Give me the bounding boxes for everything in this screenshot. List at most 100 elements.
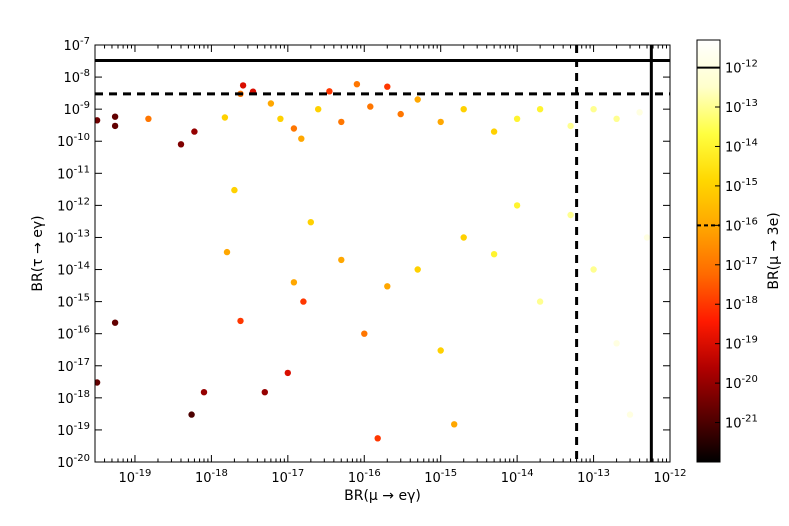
scatter-point-upper <box>145 115 152 123</box>
scatter-point-lower <box>490 251 498 258</box>
scatter-point-upper <box>191 128 198 135</box>
scatter-point-lower <box>261 389 268 396</box>
x-tick-label: 10-19 <box>119 468 152 486</box>
scatter-point-upper <box>267 100 275 107</box>
colorbar-tick-label: 10-14 <box>725 137 758 155</box>
scatter-point-upper <box>590 106 597 113</box>
scatter-point-lower <box>460 234 467 241</box>
colorbar-gradient <box>696 39 721 463</box>
y-tick-label: 10-16 <box>57 325 90 343</box>
y-tick-label: 10-12 <box>57 196 90 214</box>
colorbar-label: BR(μ → 3e) <box>766 212 782 289</box>
x-tick-label: 10-15 <box>424 468 457 486</box>
scatter-point-lower <box>643 234 651 241</box>
scatter-point-lower <box>626 411 634 418</box>
y-tick-label: 10-20 <box>57 453 90 471</box>
colorbar-tick-label: 10-18 <box>725 295 758 313</box>
y-tick-label: 10-19 <box>57 421 90 439</box>
scatter-point-upper <box>95 117 101 124</box>
y-tick-label: 10-18 <box>57 389 90 407</box>
x-axis-ticks: 10-19 10-18 10-17 10-16 10-15 10-14 10-13 10-12 <box>104 45 687 486</box>
y-axis-ticks: 10-20 10-19 10-18 10-17 10-16 10-15 10-14 10-13… <box>57 36 670 471</box>
scatter-point-lower <box>307 219 314 226</box>
scatter-point-upper <box>239 82 247 89</box>
scatter-point-upper <box>111 122 119 130</box>
y-tick-label: 10-9 <box>63 100 90 118</box>
scatter-point-upper <box>326 88 333 95</box>
scatter-point-lower <box>200 389 208 396</box>
reference-lines <box>95 45 670 462</box>
scatter-point-lower <box>361 330 368 337</box>
scatter-point-upper <box>177 141 185 148</box>
scatter-point-upper <box>277 115 284 123</box>
colorbar-tick-label: 10-17 <box>725 256 758 274</box>
scatter-point-lower <box>284 369 291 377</box>
scatter-point-lower <box>188 411 195 418</box>
x-tick-label: 10-13 <box>577 468 610 486</box>
scatter-point-upper <box>460 106 467 113</box>
y-tick-label: 10-13 <box>57 228 90 246</box>
scatter-point-upper <box>437 118 444 126</box>
scatter-point-upper <box>414 96 421 103</box>
scatter-point-upper <box>290 125 298 132</box>
scatter-point-upper <box>567 122 574 130</box>
scatter-point-lower <box>437 347 444 354</box>
scatter-point-upper <box>613 115 620 123</box>
scatter-point-upper <box>298 135 305 142</box>
scatter-point-lower <box>613 340 620 347</box>
scatter-point-upper <box>353 81 361 88</box>
y-tick-label: 10-17 <box>57 357 90 375</box>
scatter-point-lower <box>223 248 231 256</box>
scatter-point-upper <box>513 115 521 123</box>
scatter-point-upper <box>536 106 544 113</box>
colorbar: 10-21 10-20 10-19 10-18 10-17 10-16 10-15 10-14… <box>696 39 758 463</box>
scatter-point-lower <box>414 266 421 273</box>
x-tick-label: 10-18 <box>195 468 228 486</box>
scatter-point-lower <box>451 421 458 428</box>
scatter-point-lower <box>231 186 238 194</box>
plot-frame <box>94 44 671 463</box>
scatter-point-upper <box>111 113 119 120</box>
scatter-point-upper <box>367 103 374 110</box>
colorbar-tick-label: 10-12 <box>725 59 758 77</box>
y-tick-label: 10-10 <box>57 132 90 150</box>
scatter-point-lower <box>237 317 244 325</box>
scatter-point-upper <box>338 118 345 126</box>
y-tick-label: 10-15 <box>57 293 90 311</box>
scatter-point-lower <box>338 256 345 264</box>
y-tick-label: 10-8 <box>63 68 90 86</box>
x-tick-label: 10-12 <box>654 468 687 486</box>
y-tick-label: 10-14 <box>57 261 90 279</box>
scatter-point-lower <box>290 279 298 286</box>
scatter-point-lower <box>513 202 521 209</box>
scatter-point-lower <box>590 266 597 273</box>
scatter-point-upper <box>397 110 404 118</box>
scatter-point-lower <box>111 319 119 326</box>
scatter-points <box>95 81 651 442</box>
scatter-point-upper <box>221 114 229 121</box>
y-tick-label: 10-7 <box>63 36 90 54</box>
scatter-point-lower <box>300 298 307 305</box>
scatter-point-lower <box>374 435 381 442</box>
scatter-point-lower <box>536 298 544 305</box>
scatter-point-lower <box>567 211 574 219</box>
x-tick-label: 10-14 <box>501 468 534 486</box>
scatter-point-upper <box>315 106 322 113</box>
colorbar-tick-label: 10-21 <box>725 414 758 432</box>
scatter-point-lower <box>95 379 101 386</box>
colorbar-tick-label: 10-16 <box>725 216 758 234</box>
scatter-point-upper <box>636 109 643 116</box>
colorbar-tick-label: 10-13 <box>725 98 758 116</box>
scatter-point-lower <box>384 283 391 290</box>
x-tick-label: 10-17 <box>271 468 304 486</box>
y-tick-label: 10-11 <box>57 164 90 182</box>
scatter-point-upper <box>384 83 391 90</box>
y-axis-label: BR(τ → eγ) <box>30 215 46 291</box>
x-axis-label: BR(μ → eγ) <box>344 488 421 504</box>
colorbar-tick-label: 10-19 <box>725 335 758 353</box>
scatter-point-upper <box>490 128 498 135</box>
x-tick-label: 10-16 <box>348 468 381 486</box>
colorbar-tick-label: 10-15 <box>725 177 758 195</box>
colorbar-tick-label: 10-20 <box>725 374 758 392</box>
